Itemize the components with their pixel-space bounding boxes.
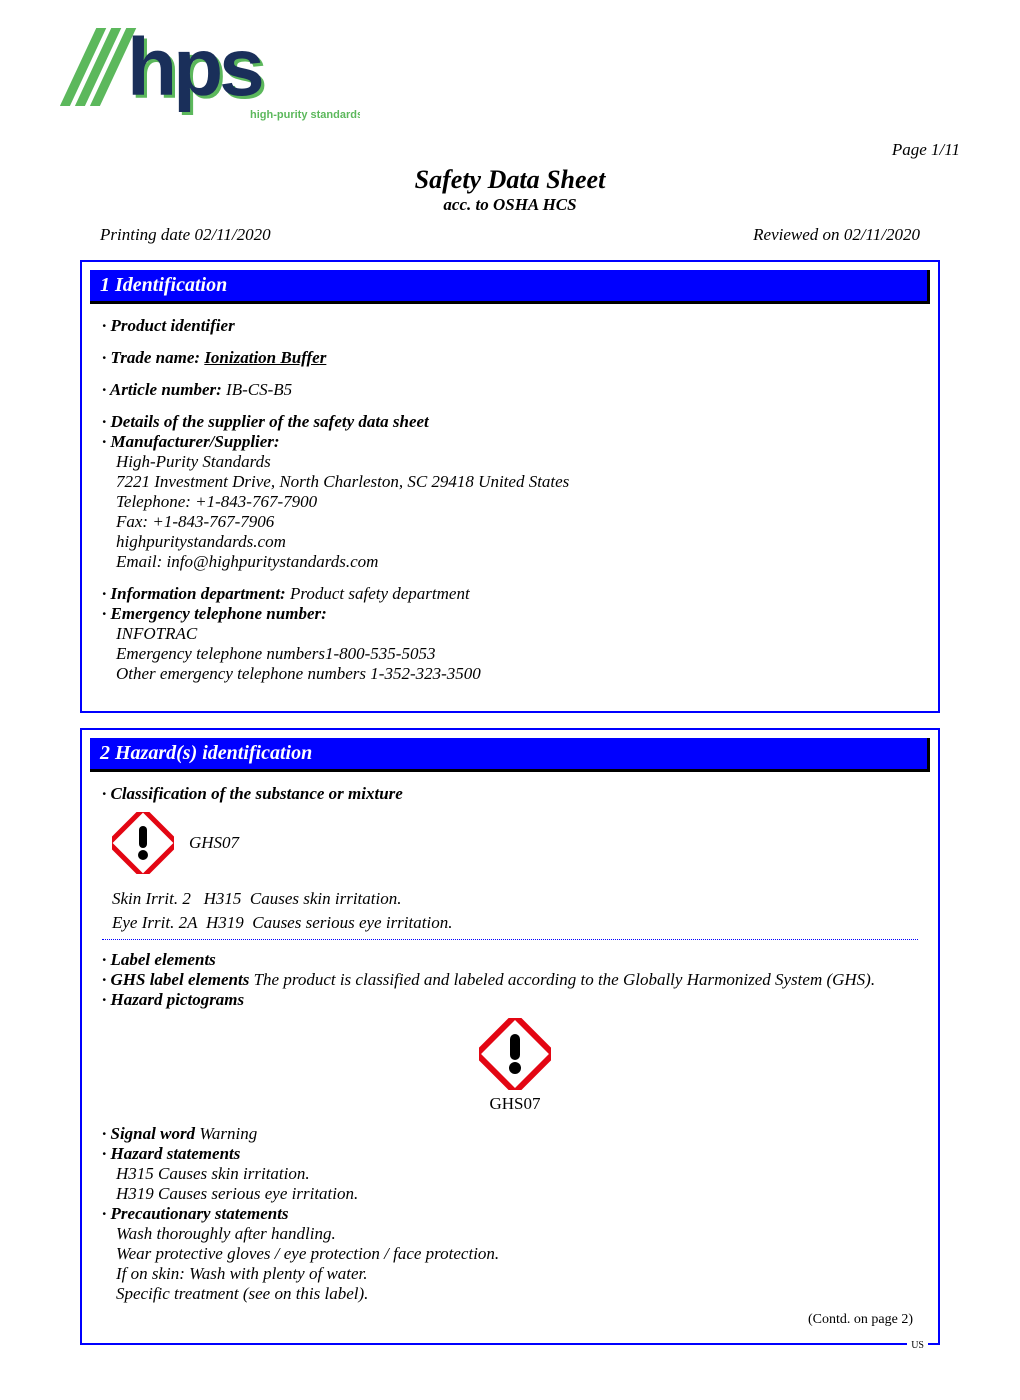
hazard-classification-row: Eye Irrit. 2A H319 Causes serious eye ir… xyxy=(112,913,918,933)
reviewed-date: Reviewed on 02/11/2020 xyxy=(753,225,920,245)
section-hazard-identification: 2 Hazard(s) identification · Classificat… xyxy=(80,728,940,1345)
ghs-code-caption: GHS07 xyxy=(489,1094,540,1114)
section-2-header: 2 Hazard(s) identification xyxy=(90,738,930,772)
article-number-value: IB-CS-B5 xyxy=(226,380,292,399)
continued-notice: (Contd. on page 2) xyxy=(102,1312,918,1328)
date-row: Printing date 02/11/2020 Reviewed on 02/… xyxy=(100,225,920,245)
hazard-statements-label: · Hazard statements xyxy=(102,1144,918,1164)
section-2-content: · Classification of the substance or mix… xyxy=(82,784,938,1343)
article-number-label: · Article number: xyxy=(102,380,226,399)
document-subtitle: acc. to OSHA HCS xyxy=(60,195,960,215)
emergency-label: · Emergency telephone number: xyxy=(102,604,918,624)
page-container: hps hps high-purity standards Page 1/11 … xyxy=(0,0,1020,1400)
dotted-separator xyxy=(102,939,918,940)
ghs-label-elements-value: The product is classified and labeled ac… xyxy=(254,970,876,989)
signal-word-label: · Signal word xyxy=(102,1124,199,1143)
supplier-details-label: · Details of the supplier of the safety … xyxy=(102,412,918,432)
ghs07-exclamation-icon xyxy=(112,812,174,874)
svg-text:high-purity standards: high-purity standards xyxy=(250,109,360,121)
precautionary-statement: If on skin: Wash with plenty of water. xyxy=(102,1264,918,1284)
ghs-label-elements-label: · GHS label elements xyxy=(102,970,254,989)
precautionary-statement: Specific treatment (see on this label). xyxy=(102,1284,918,1304)
label-elements-label: · Label elements xyxy=(102,950,918,970)
emergency-line: INFOTRAC xyxy=(102,624,918,644)
precautionary-statement: Wash thoroughly after handling. xyxy=(102,1224,918,1244)
hazard-classification-row: Skin Irrit. 2 H315 Causes skin irritatio… xyxy=(112,889,918,909)
ghs-pictogram-column: GHS07 xyxy=(112,1018,918,1114)
document-title: Safety Data Sheet xyxy=(60,165,960,195)
manufacturer-line: High-Purity Standards xyxy=(102,452,918,472)
manufacturer-line: Telephone: +1-843-767-7900 xyxy=(102,492,918,512)
ghs-pictogram-row: GHS07 xyxy=(112,812,918,874)
precautionary-statement: Wear protective gloves / eye protection … xyxy=(102,1244,918,1264)
svg-text:hps: hps xyxy=(127,22,262,113)
manufacturer-line: Fax: +1-843-767-7906 xyxy=(102,512,918,532)
us-region-tag: US xyxy=(907,1340,928,1351)
manufacturer-line: highpuritystandards.com xyxy=(102,532,918,552)
trade-name-value: Ionization Buffer xyxy=(204,348,326,367)
signal-word-value: Warning xyxy=(199,1124,257,1143)
section-1-header: 1 Identification xyxy=(90,270,930,304)
info-dept-value: Product safety department xyxy=(290,584,470,603)
ghs-code-inline: GHS07 xyxy=(189,833,239,853)
emergency-line: Emergency telephone numbers1-800-535-505… xyxy=(102,644,918,664)
manufacturer-line: Email: info@highpuritystandards.com xyxy=(102,552,918,572)
company-logo: hps hps high-purity standards xyxy=(60,20,960,130)
hazard-statement: H319 Causes serious eye irritation. xyxy=(102,1184,918,1204)
ghs07-exclamation-icon xyxy=(479,1018,551,1090)
printing-date: Printing date 02/11/2020 xyxy=(100,225,271,245)
emergency-line: Other emergency telephone numbers 1-352-… xyxy=(102,664,918,684)
hazard-pictograms-label: · Hazard pictograms xyxy=(102,990,918,1010)
hazard-statement: H315 Causes skin irritation. xyxy=(102,1164,918,1184)
trade-name-label: · Trade name: xyxy=(102,348,204,367)
page-number: Page 1/11 xyxy=(60,140,960,160)
manufacturer-label: · Manufacturer/Supplier: xyxy=(102,432,918,452)
info-dept-label: · Information department: xyxy=(102,584,290,603)
section-1-content: · Product identifier · Trade name: Ioniz… xyxy=(82,316,938,711)
precautionary-label: · Precautionary statements xyxy=(102,1204,918,1224)
manufacturer-line: 7221 Investment Drive, North Charleston,… xyxy=(102,472,918,492)
product-identifier-label: · Product identifier xyxy=(102,316,235,335)
classification-label: · Classification of the substance or mix… xyxy=(102,784,918,804)
section-identification: 1 Identification · Product identifier · … xyxy=(80,260,940,713)
